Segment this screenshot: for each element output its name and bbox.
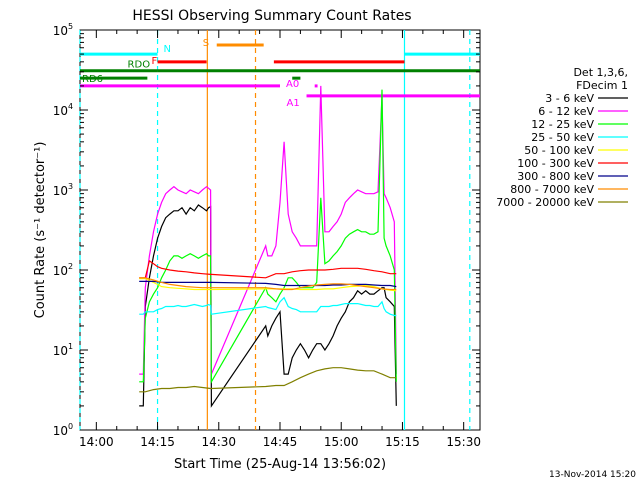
x-axis-label: Start Time (25-Aug-14 13:56:02) xyxy=(174,457,386,472)
x-tick-label-6: 15:30 xyxy=(446,435,481,449)
x-axis: 14:00 14:15 14:30 14:45 15:00 15:15 15:30 xyxy=(79,30,481,449)
y-tick-label-5: 10 xyxy=(53,24,68,38)
y-tick-exponent-0: 0 xyxy=(68,422,73,431)
flag-label-f: F xyxy=(152,56,158,67)
plot-area xyxy=(79,29,481,431)
y-tick-label-1: 10 xyxy=(53,344,68,358)
flag-label-rd6: RD6 xyxy=(82,74,103,85)
flag-label-n: N xyxy=(164,44,171,55)
series-line-6 xyxy=(139,280,397,288)
y-tick-exponent-1: 1 xyxy=(68,342,73,351)
x-tick-label-1: 14:15 xyxy=(140,435,175,449)
y-tick-exponent-4: 4 xyxy=(68,102,73,111)
vertical-markers xyxy=(79,30,471,430)
series-line-7 xyxy=(139,277,397,291)
legend-label-0: 3 - 6 keV xyxy=(545,92,594,105)
series-line-8 xyxy=(139,367,397,393)
legend-label-5: 100 - 300 keV xyxy=(517,157,594,170)
data-series xyxy=(139,85,397,408)
series-line-5 xyxy=(139,259,397,279)
x-tick-label-4: 15:00 xyxy=(324,435,359,449)
legend-header-0: Det 1,3,6, xyxy=(573,66,628,79)
y-tick-label-0: 10 xyxy=(53,424,68,438)
legend-label-4: 50 - 100 keV xyxy=(524,144,594,157)
legend-label-1: 6 - 12 keV xyxy=(538,105,594,118)
date-stamp: 13-Nov-2014 15:20 xyxy=(549,470,636,480)
x-tick-label-0: 14:00 xyxy=(79,435,114,449)
series-line-0 xyxy=(139,204,397,408)
flag-label-a0: A0 xyxy=(286,79,299,90)
series-line-2 xyxy=(139,89,397,385)
chart-title: HESSI Observing Summary Count Rates xyxy=(132,8,411,24)
series-line-1 xyxy=(139,85,397,375)
y-tick-exponent-2: 2 xyxy=(68,262,73,271)
x-tick-label-3: 14:45 xyxy=(263,435,298,449)
flag-label-a1: A1 xyxy=(287,98,300,109)
legend-label-7: 800 - 7000 keV xyxy=(510,183,594,196)
x-tick-label-2: 14:30 xyxy=(201,435,236,449)
legend-label-3: 25 - 50 keV xyxy=(531,131,594,144)
legend-label-6: 300 - 800 keV xyxy=(517,170,594,183)
plot-frame xyxy=(79,29,481,431)
y-tick-label-4: 10 xyxy=(53,104,68,118)
flag-label-rdo: RDO xyxy=(128,60,151,71)
y-axis-label: Count Rate (s⁻¹ detector⁻¹) xyxy=(33,142,48,319)
flag-label-s: S xyxy=(203,38,209,49)
legend-header-1: FDecim 1 xyxy=(576,79,628,92)
y-tick-label-3: 10 xyxy=(53,184,68,198)
legend-label-8: 7000 - 20000 keV xyxy=(496,196,594,209)
series-line-3 xyxy=(139,296,397,317)
y-tick-exponent-3: 3 xyxy=(68,182,73,191)
y-tick-label-2: 10 xyxy=(53,264,68,278)
y-tick-exponent-5: 5 xyxy=(68,22,73,31)
legend-label-2: 12 - 25 keV xyxy=(531,118,594,131)
x-tick-label-5: 15:15 xyxy=(385,435,420,449)
